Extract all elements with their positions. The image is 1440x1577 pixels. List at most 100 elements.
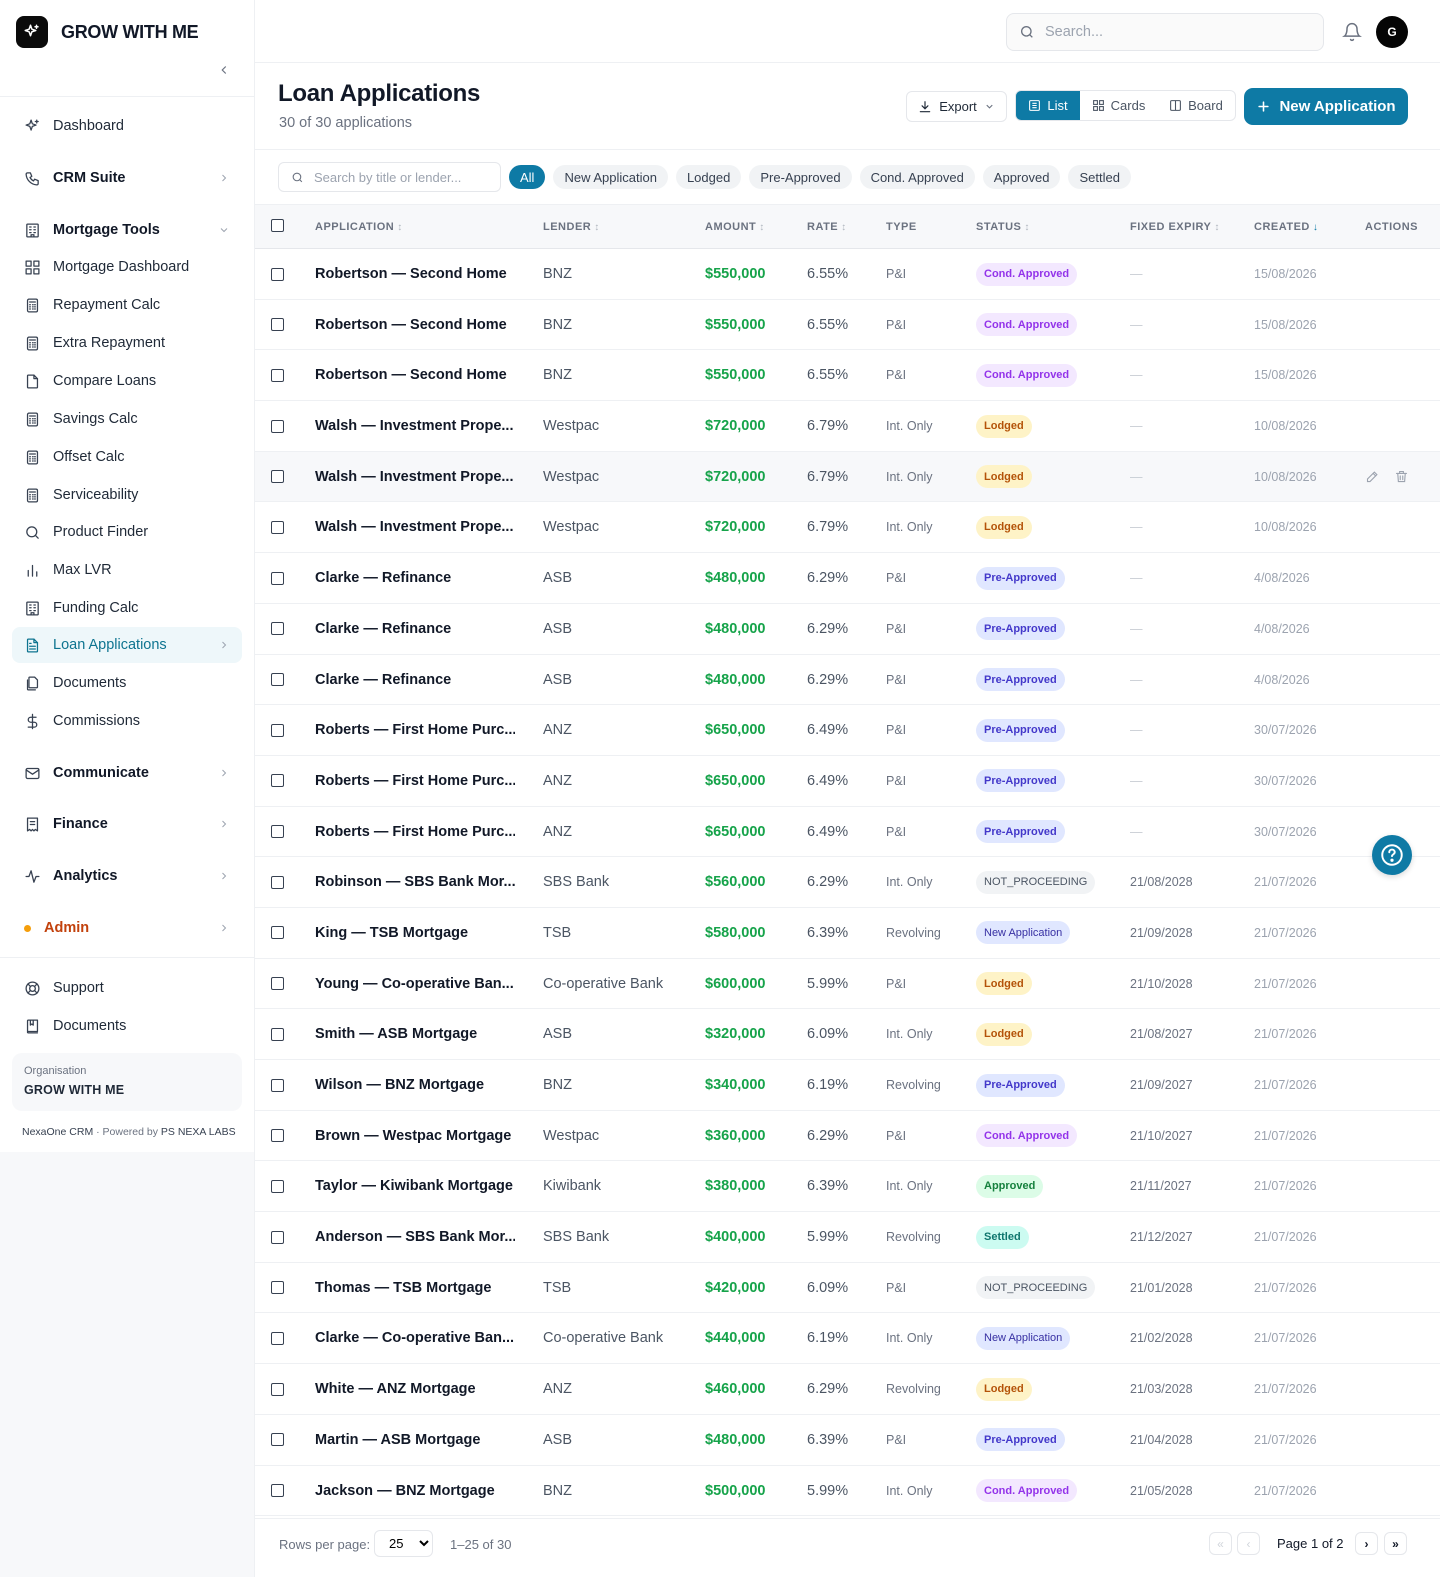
sidebar-item-extra-repayment[interactable]: Extra Repayment — [12, 325, 242, 361]
table-row[interactable]: Robertson — Second Home BNZ $550,000 6.55% P… — [255, 350, 1440, 402]
first-page-button[interactable]: « — [1209, 1532, 1232, 1555]
sidebar-item-finance[interactable]: Finance — [12, 806, 242, 842]
rows-per-page-select[interactable]: 25 — [374, 1530, 433, 1557]
table-row[interactable]: Brown — Westpac Mortgage Westpac $360,000 6… — [255, 1111, 1440, 1162]
application-title[interactable]: Thomas — TSB Mortgage — [315, 1279, 492, 1296]
filter-chip-new-application[interactable]: New Application — [553, 165, 668, 189]
sidebar-item-communicate[interactable]: Communicate — [12, 755, 242, 791]
sidebar-item-mortgage-tools[interactable]: Mortgage Tools — [12, 212, 242, 248]
application-title[interactable]: Smith — ASB Mortgage — [315, 1026, 478, 1043]
column-header-lender[interactable]: LENDER ↕ — [543, 221, 600, 233]
table-row[interactable]: Roberts — First Home Purc... ANZ $650,000 6… — [255, 807, 1440, 858]
row-checkbox[interactable] — [271, 1161, 284, 1211]
column-header-status[interactable]: STATUS ↕ — [976, 221, 1030, 233]
table-row[interactable]: Clarke — Refinance ASB $480,000 6.29% P&I Pre… — [255, 655, 1440, 706]
row-checkbox[interactable] — [271, 1263, 284, 1313]
row-checkbox[interactable] — [271, 1466, 284, 1516]
collapse-sidebar-button[interactable] — [214, 60, 234, 80]
table-row[interactable]: Taylor — Kiwibank Mortgage Kiwibank $380,0… — [255, 1161, 1440, 1213]
row-checkbox[interactable] — [271, 350, 284, 400]
application-title[interactable]: Martin — ASB Mortgage — [315, 1431, 481, 1448]
filter-chip-all[interactable]: All — [509, 165, 546, 189]
row-checkbox[interactable] — [271, 401, 284, 451]
application-title[interactable]: Robertson — Second Home — [315, 316, 507, 333]
sidebar-item-analytics[interactable]: Analytics — [12, 858, 242, 894]
application-title[interactable]: Roberts — First Home Purc... — [315, 722, 515, 739]
row-checkbox[interactable] — [271, 1364, 284, 1414]
sidebar-item-compare-loans[interactable]: Compare Loans — [12, 363, 242, 399]
row-checkbox[interactable] — [271, 705, 284, 755]
row-checkbox[interactable] — [271, 1415, 284, 1465]
table-row[interactable]: Young — Co-operative Ban... Co-operative … — [255, 959, 1440, 1010]
select-all-checkbox[interactable] — [271, 219, 284, 232]
application-title[interactable]: Young — Co-operative Ban... — [315, 975, 514, 992]
trash-icon[interactable] — [1394, 469, 1409, 484]
table-row[interactable]: Smith — ASB Mortgage ASB $320,000 6.09% Int.… — [255, 1009, 1440, 1060]
next-page-button[interactable]: › — [1355, 1532, 1378, 1555]
filter-search-input[interactable] — [314, 169, 494, 185]
table-row[interactable]: Martin — ASB Mortgage ASB $480,000 6.39% P&I… — [255, 1415, 1440, 1466]
sidebar-item-savings-calc[interactable]: Savings Calc — [12, 401, 242, 437]
table-row[interactable]: Walsh — Investment Prope... Westpac $720,0… — [255, 502, 1440, 554]
prev-page-button[interactable]: ‹ — [1237, 1532, 1260, 1555]
application-title[interactable]: Robinson — SBS Bank Mor... — [315, 874, 515, 891]
application-title[interactable]: Jackson — BNZ Mortgage — [315, 1482, 495, 1499]
table-row[interactable]: Robertson — Second Home BNZ $550,000 6.55% P… — [255, 300, 1440, 351]
view-cards-button[interactable]: Cards — [1080, 91, 1157, 120]
view-list-button[interactable]: List — [1016, 91, 1080, 120]
application-title[interactable]: Brown — Westpac Mortgage — [315, 1127, 512, 1144]
row-checkbox[interactable] — [271, 655, 284, 705]
application-title[interactable]: Clarke — Refinance — [315, 620, 452, 637]
table-row[interactable]: Walsh — Investment Prope... Westpac $720,0… — [255, 401, 1440, 452]
sidebar-item-product-finder[interactable]: Product Finder — [12, 514, 242, 550]
user-avatar[interactable]: G — [1376, 16, 1408, 48]
sidebar-item-admin[interactable]: Admin — [12, 910, 242, 946]
sidebar-item-offset-calc[interactable]: Offset Calc — [12, 439, 242, 475]
column-header-application[interactable]: APPLICATION ↕ — [315, 221, 403, 233]
application-title[interactable]: Wilson — BNZ Mortgage — [315, 1077, 485, 1093]
table-row[interactable]: White — ANZ Mortgage ANZ $460,000 6.29% Revo… — [255, 1364, 1440, 1415]
row-checkbox[interactable] — [271, 807, 284, 857]
notifications-button[interactable] — [1342, 22, 1362, 45]
row-checkbox[interactable] — [271, 908, 284, 958]
row-checkbox[interactable] — [271, 604, 284, 654]
application-title[interactable]: Walsh — Investment Prope... — [315, 468, 514, 485]
table-row[interactable]: Walsh — Investment Prope... Westpac $720,0… — [255, 451, 1440, 503]
row-checkbox[interactable] — [271, 756, 284, 806]
edit-icon[interactable] — [1365, 469, 1380, 484]
global-search-input[interactable] — [1045, 24, 1305, 40]
global-search[interactable] — [1006, 13, 1324, 51]
sidebar-item-crm-suite[interactable]: CRM Suite — [12, 160, 242, 196]
sidebar-item-loan-applications[interactable]: Loan Applications — [12, 627, 242, 663]
sidebar-item-funding-calc[interactable]: Funding Calc — [12, 590, 242, 626]
table-row[interactable]: Wilson — BNZ Mortgage BNZ $340,000 6.19% Rev… — [255, 1060, 1440, 1111]
row-checkbox[interactable] — [271, 1060, 284, 1110]
sidebar-item-repayment-calc[interactable]: Repayment Calc — [12, 287, 242, 323]
application-title[interactable]: Walsh — Investment Prope... — [315, 418, 514, 435]
row-checkbox[interactable] — [271, 553, 284, 603]
application-title[interactable]: Anderson — SBS Bank Mor... — [315, 1229, 515, 1246]
sidebar-item-mortgage-dashboard[interactable]: Mortgage Dashboard — [12, 249, 242, 285]
application-title[interactable]: Roberts — First Home Purc... — [315, 823, 515, 840]
filter-search[interactable] — [278, 162, 501, 192]
sidebar-item-serviceability[interactable]: Serviceability — [12, 477, 242, 513]
filter-chip-cond-approved[interactable]: Cond. Approved — [859, 165, 975, 189]
view-board-button[interactable]: Board — [1157, 91, 1235, 120]
row-checkbox[interactable] — [271, 249, 284, 299]
sidebar-item-documents[interactable]: Documents — [12, 665, 242, 701]
column-header-amount[interactable]: AMOUNT ↕ — [705, 221, 765, 233]
sidebar-item-dashboard[interactable]: Dashboard — [12, 108, 242, 144]
table-row[interactable]: Robertson — Second Home BNZ $550,000 6.55% P… — [255, 249, 1440, 300]
table-row[interactable]: Robinson — SBS Bank Mor... SBS Bank $560,0… — [255, 857, 1440, 908]
table-row[interactable]: Jackson — BNZ Mortgage BNZ $500,000 5.99% In… — [255, 1466, 1440, 1517]
application-title[interactable]: King — TSB Mortgage — [315, 924, 469, 941]
row-checkbox[interactable] — [271, 1212, 284, 1262]
new-application-button[interactable]: New Application — [1244, 88, 1408, 125]
table-row[interactable]: Roberts — First Home Purc... ANZ $650,000 6… — [255, 756, 1440, 807]
sidebar-item-commissions[interactable]: Commissions — [12, 703, 242, 739]
row-checkbox[interactable] — [271, 502, 284, 552]
row-checkbox[interactable] — [271, 857, 284, 907]
row-checkbox[interactable] — [271, 959, 284, 1009]
sidebar-item-max-lvr[interactable]: Max LVR — [12, 552, 242, 588]
filter-chip-lodged[interactable]: Lodged — [675, 165, 742, 189]
